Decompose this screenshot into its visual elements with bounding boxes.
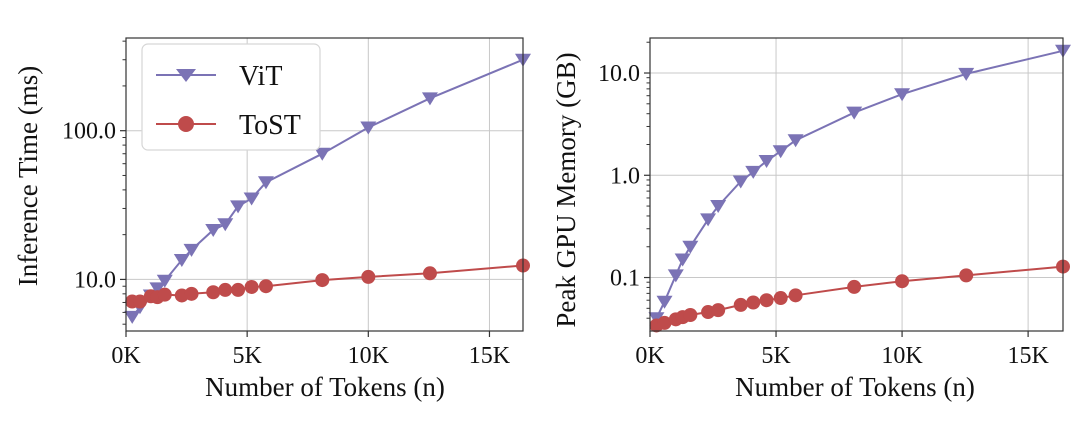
inference-time-vit-point xyxy=(124,310,141,324)
peak-gpu-memory-y-tick-label: 0.1 xyxy=(610,266,640,292)
peak-gpu-memory-vit-point xyxy=(846,106,863,120)
inference-time-series xyxy=(124,53,531,324)
inference-time-tost-point xyxy=(422,266,437,281)
inference-time-tost-point xyxy=(258,279,273,294)
inference-time-tost-point xyxy=(157,287,172,302)
peak-gpu-memory-x-tick-label: 10K xyxy=(881,343,923,369)
legend: ViT ToST xyxy=(141,43,321,151)
peak-gpu-memory-y-tick-label: 10.0 xyxy=(598,61,640,87)
legend-vit-marker xyxy=(176,69,196,82)
peak-gpu-memory-vit-point xyxy=(772,145,789,159)
inference-time-vit-point xyxy=(217,218,234,232)
peak-gpu-memory-vit-point xyxy=(787,134,804,148)
peak-gpu-memory-series xyxy=(648,44,1071,333)
peak-gpu-memory-vit-point xyxy=(958,67,975,81)
peak-gpu-memory-tost-point xyxy=(746,295,761,310)
inference-time-x-tick-label: 15K xyxy=(469,343,511,369)
peak-gpu-memory-tost-point xyxy=(711,303,726,318)
peak-gpu-memory-vit-point xyxy=(745,165,762,179)
inference-time-vit-point xyxy=(314,147,331,161)
inference-time-vit-point xyxy=(421,92,438,106)
peak-gpu-memory-vit-point xyxy=(682,240,699,254)
peak-gpu-memory-tost-point xyxy=(683,308,698,323)
inference-time-vit-point xyxy=(230,200,247,214)
peak-gpu-memory-tost-point xyxy=(773,291,788,306)
peak-gpu-memory-vit-line xyxy=(655,49,1064,319)
peak-gpu-memory-x-axis-label: Number of Tokens (n) xyxy=(735,372,975,402)
peak-gpu-memory-x-tick-label: 5K xyxy=(761,343,791,369)
legend-tost-label: ToST xyxy=(239,110,301,141)
legend-vit-label: ViT xyxy=(239,61,282,92)
inference-time-plot-frame xyxy=(125,37,524,332)
inference-time-tost-point xyxy=(184,286,199,301)
peak-gpu-memory-vit-point xyxy=(758,154,775,168)
inference-time-y-tick-label: 10.0 xyxy=(74,267,116,293)
peak-gpu-memory-chart: 0K 5K 10K 15K 0.1 1.0 10.0 Number of Tokens (n… xyxy=(551,37,1071,402)
peak-gpu-memory-axes: 0K 5K 10K 15K 0.1 1.0 10.0 xyxy=(598,37,1064,369)
peak-gpu-memory-vit-point xyxy=(656,295,673,309)
inference-time-vit-point xyxy=(156,274,173,288)
inference-time-y-tick-label: 100.0 xyxy=(62,119,116,145)
inference-time-tost-point xyxy=(315,273,330,288)
inference-time-vit-point xyxy=(257,176,274,190)
peak-gpu-memory-tost-point xyxy=(895,274,910,289)
peak-gpu-memory-x-tick-label: 0K xyxy=(635,343,665,369)
inference-time-tost-point xyxy=(361,269,376,284)
inference-time-vit-point xyxy=(243,192,260,206)
inference-time-x-tick-label: 10K xyxy=(348,343,390,369)
inference-time-tost-point xyxy=(218,282,233,297)
peak-gpu-memory-tost-point xyxy=(733,297,748,312)
inference-time-axes: 0K 5K 10K 15K 10.0 100.0 xyxy=(62,37,524,369)
peak-gpu-memory-tost-point xyxy=(657,315,672,330)
legend-tost-marker xyxy=(178,116,194,132)
peak-gpu-memory-tost-point xyxy=(959,268,974,283)
inference-time-y-axis-label: Inference Time (ms) xyxy=(13,66,43,286)
inference-time-vit-point xyxy=(149,282,166,296)
peak-gpu-memory-vit-point xyxy=(674,253,691,267)
peak-gpu-memory-x-tick-label: 15K xyxy=(1007,343,1049,369)
inference-time-x-axis-label: Number of Tokens (n) xyxy=(205,372,445,402)
peak-gpu-memory-y-axis-label: Peak GPU Memory (GB) xyxy=(551,52,581,327)
inference-time-vit-point xyxy=(205,223,222,237)
peak-gpu-memory-tost-point xyxy=(847,279,862,294)
peak-gpu-memory-tost-point xyxy=(788,288,803,303)
inference-time-tost-point xyxy=(206,285,221,300)
inference-time-vit-point xyxy=(173,254,190,268)
inference-time-chart: 0K 5K 10K 15K 10.0 100.0 Number of Tokens (n)… xyxy=(13,37,531,402)
inference-time-x-tick-label: 5K xyxy=(232,343,262,369)
inference-time-vit-point xyxy=(360,121,377,135)
peak-gpu-memory-tost-point xyxy=(759,293,774,308)
inference-time-tost-point xyxy=(132,294,147,309)
peak-gpu-memory-vit-point xyxy=(700,213,717,227)
inference-time-tost-point xyxy=(231,282,246,297)
inference-time-x-tick-label: 0K xyxy=(111,343,141,369)
inference-time-vit-point xyxy=(183,243,200,257)
peak-gpu-memory-vit-point xyxy=(710,200,727,214)
peak-gpu-memory-vit-point xyxy=(667,269,684,283)
inference-time-tost-point xyxy=(244,279,259,294)
peak-gpu-memory-vit-point xyxy=(894,88,911,102)
peak-gpu-memory-y-tick-label: 1.0 xyxy=(610,163,640,189)
peak-gpu-memory-plot-frame xyxy=(649,37,1064,332)
peak-gpu-memory-vit-point xyxy=(732,175,749,189)
